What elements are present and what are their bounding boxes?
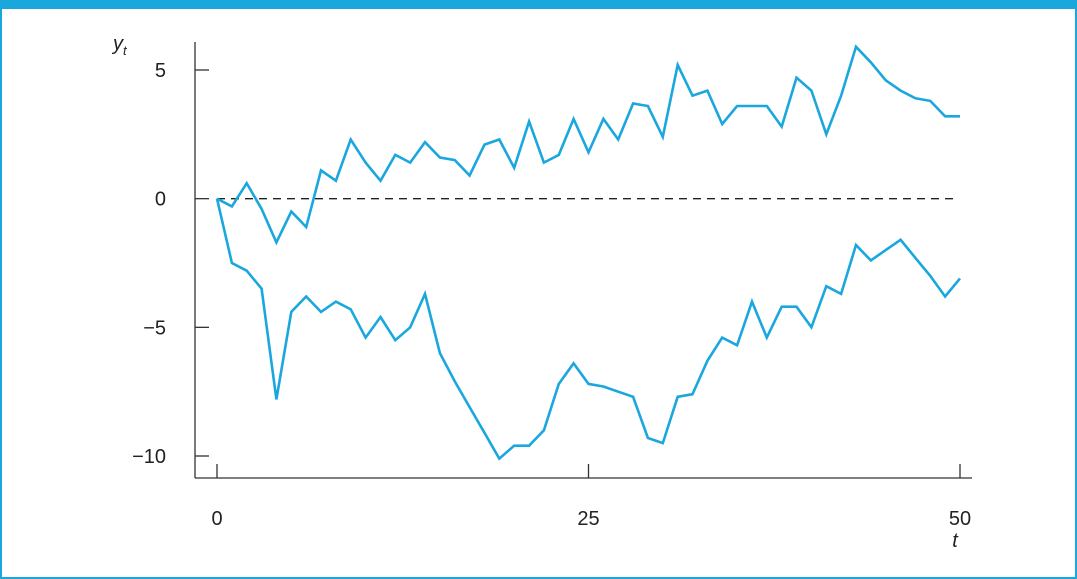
series-line-1 [215, 198, 962, 461]
y-tick-label: 0 [155, 189, 166, 211]
x-axis-label: t [952, 530, 959, 552]
y-tick-label: −10 [132, 446, 166, 468]
figure-top-bar [0, 0, 1077, 9]
series-layer [215, 44, 962, 461]
x-tick-label: 50 [949, 508, 971, 530]
y-axis-label-main: y [111, 33, 124, 55]
y-tick-label: 5 [155, 60, 166, 82]
x-tick-label: 25 [577, 508, 599, 530]
x-tick-label: 0 [211, 508, 222, 530]
series-line-2 [216, 44, 960, 246]
tick-labels: 50−5−100 25 50 [132, 60, 971, 530]
y-axis-label: yt [111, 33, 128, 58]
y-axis-label-subscript: t [123, 43, 128, 58]
axes [194, 42, 972, 479]
y-tick-label: −5 [143, 317, 166, 339]
